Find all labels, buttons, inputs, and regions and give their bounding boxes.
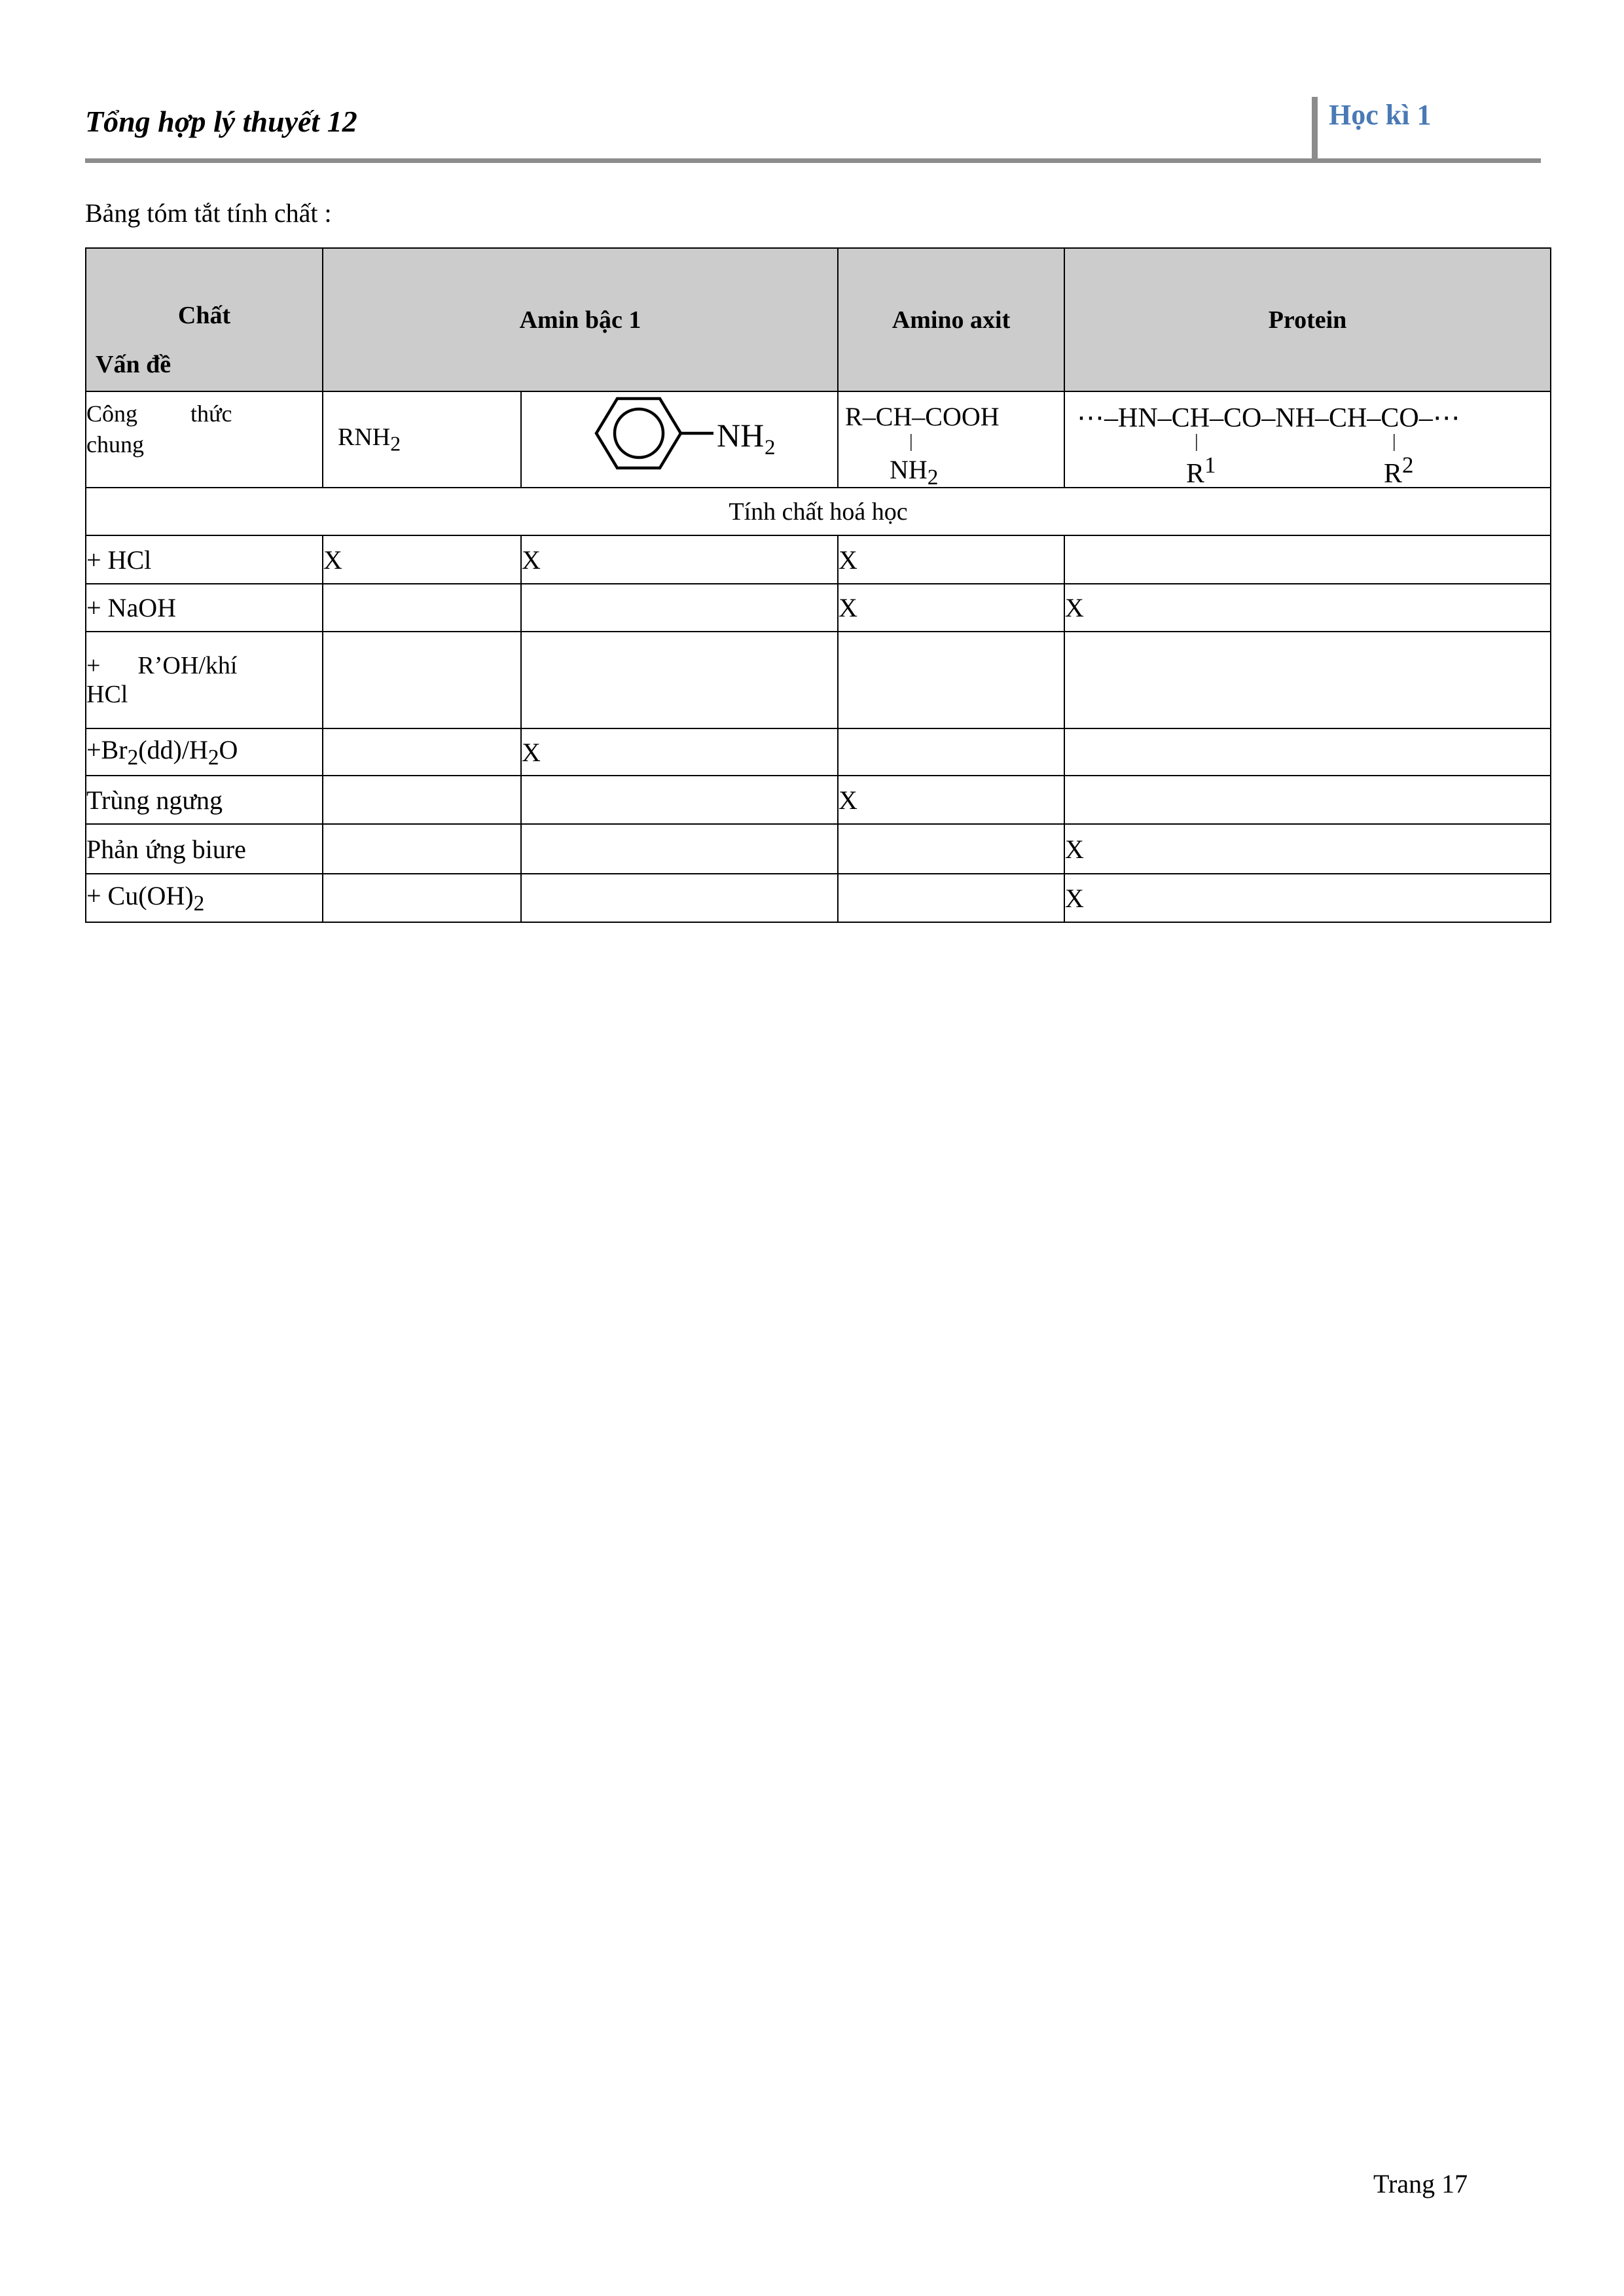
svg-text:2: 2 xyxy=(765,436,776,459)
svg-text:NH: NH xyxy=(717,417,764,454)
